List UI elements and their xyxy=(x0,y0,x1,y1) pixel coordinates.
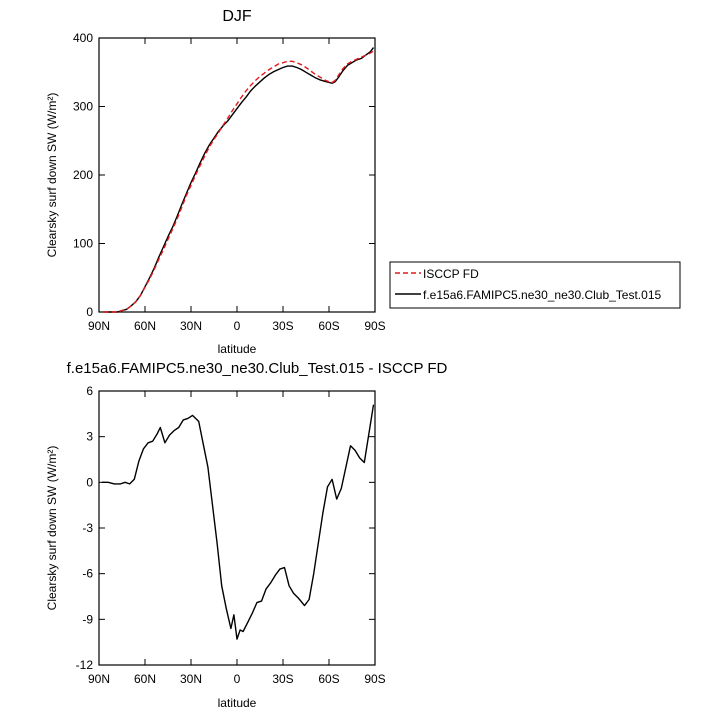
top-chart-frame xyxy=(98,37,376,313)
x-tick-label: 60S xyxy=(318,319,339,333)
legend-box xyxy=(389,261,681,309)
y-tick-label: 300 xyxy=(73,100,93,114)
top-chart-series xyxy=(103,47,375,313)
top-chart-x-ticks: 90N 60N 30N 0 30S 60S 90S xyxy=(88,38,386,333)
y-tick-label: 0 xyxy=(86,305,93,319)
y-tick-label: -6 xyxy=(82,567,93,581)
bottom-chart-y-label: Clearsky surf down SW (W/m²) xyxy=(45,446,59,611)
x-tick-label: 30S xyxy=(272,319,293,333)
top-chart-y-label: Clearsky surf down SW (W/m²) xyxy=(45,93,59,258)
x-tick-label: 60S xyxy=(318,672,339,686)
y-tick-label: -9 xyxy=(82,612,93,626)
x-tick-label: 90S xyxy=(364,672,385,686)
y-tick-label: 100 xyxy=(73,237,93,251)
x-tick-label: 90N xyxy=(88,319,110,333)
legend: ISCCP FD f.e15a6.FAMIPC5.ne30_ne30.Club_… xyxy=(389,261,681,309)
y-tick-label: 0 xyxy=(86,475,93,489)
top-chart-x-label: latitude xyxy=(218,342,257,356)
y-tick-label: 400 xyxy=(73,31,93,45)
legend-label-model: f.e15a6.FAMIPC5.ne30_ne30.Club_Test.015 xyxy=(423,288,661,302)
series-line xyxy=(103,50,374,313)
top-chart-title: DJF xyxy=(222,8,252,25)
bottom-chart-frame xyxy=(98,390,376,666)
bottom-chart-series xyxy=(102,404,375,640)
x-tick-label: 0 xyxy=(234,672,241,686)
x-tick-label: 60N xyxy=(134,319,156,333)
series-line xyxy=(103,47,375,313)
bottom-chart-x-label: latitude xyxy=(218,696,257,710)
y-tick-label: -3 xyxy=(82,521,93,535)
bottom-chart-title: f.e15a6.FAMIPC5.ne30_ne30.Club_Test.015 … xyxy=(67,360,448,377)
x-tick-label: 90N xyxy=(88,672,110,686)
bottom-chart-y-ticks: -12 -9 -6 -3 0 3 6 xyxy=(76,384,375,672)
bottom-chart: f.e15a6.FAMIPC5.ne30_ne30.Club_Test.015 … xyxy=(45,360,448,710)
top-chart: DJF 0 100 200 300 400 90N 60N 30N 0 30S 60S 90S Cl… xyxy=(45,8,386,356)
y-tick-label: 6 xyxy=(86,384,93,398)
x-tick-label: 30N xyxy=(180,672,202,686)
x-tick-label: 90S xyxy=(364,319,385,333)
y-tick-label: -12 xyxy=(76,658,94,672)
top-chart-y-ticks: 0 100 200 300 400 xyxy=(73,31,375,319)
x-tick-label: 30N xyxy=(180,319,202,333)
y-tick-label: 200 xyxy=(73,168,93,182)
bottom-chart-x-ticks: 90N 60N 30N 0 30S 60S 90S xyxy=(88,391,386,686)
series-line xyxy=(102,404,375,640)
legend-label-isccp: ISCCP FD xyxy=(423,267,479,281)
x-tick-label: 30S xyxy=(272,672,293,686)
x-tick-label: 60N xyxy=(134,672,156,686)
x-tick-label: 0 xyxy=(234,319,241,333)
y-tick-label: 3 xyxy=(86,430,93,444)
